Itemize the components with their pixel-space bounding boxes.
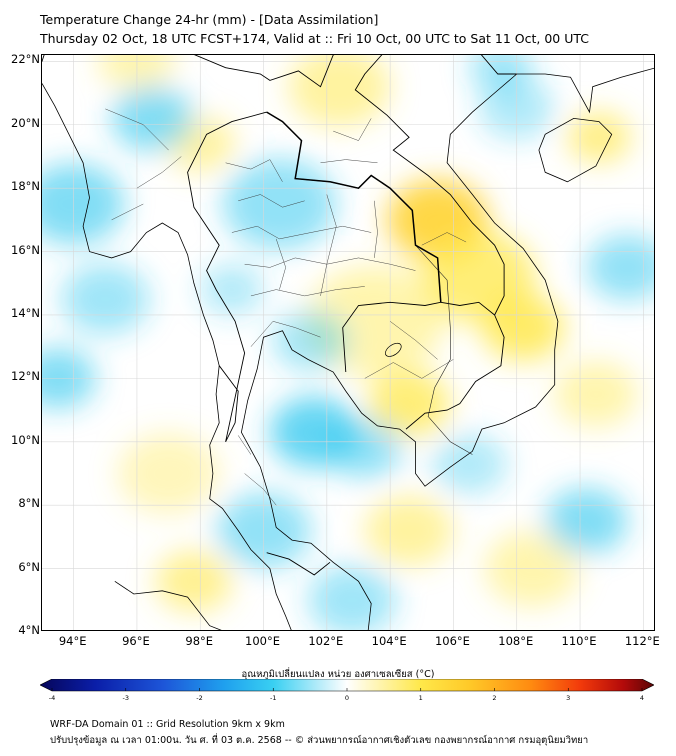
colorbar — [40, 679, 654, 692]
coastline-path — [538, 117, 613, 183]
latitude-label: 18°N — [11, 179, 40, 194]
map-title: Temperature Change 24-hr (mm) - [Data As… — [40, 12, 379, 27]
province-path — [105, 108, 169, 151]
province-path — [238, 435, 252, 455]
colorbar-tick-label: 4 — [639, 694, 645, 702]
map-panel — [41, 54, 655, 631]
colorbar-tick-label: 0 — [344, 694, 350, 702]
gridlines — [42, 55, 654, 630]
model-info: WRF-DA Domain 01 :: Grid Resolution 9km … — [50, 719, 285, 730]
province-path — [244, 473, 277, 506]
coastline-path — [42, 83, 292, 630]
warm-anomaly — [367, 370, 451, 437]
longitude-label: 96°E — [122, 634, 150, 648]
province-path — [374, 200, 378, 258]
province-path — [136, 156, 182, 189]
cool-anomaly — [273, 309, 349, 371]
cool-anomaly — [111, 85, 194, 152]
border-path — [266, 552, 331, 576]
latitude-label: 22°N — [11, 52, 40, 67]
tonle-sap-lake — [385, 342, 402, 357]
latitude-label: 10°N — [11, 432, 40, 447]
longitude-label: 100°E — [245, 634, 281, 648]
coastlines — [42, 67, 654, 630]
longitude-label: 106°E — [434, 634, 470, 648]
longitude-label: 112°E — [624, 634, 660, 648]
cool-anomaly — [586, 234, 654, 301]
update-credit: ปรับปรุงข้อมูล ณ เวลา 01:00น. วัน ศ. ที่… — [50, 735, 589, 746]
province-path — [238, 194, 305, 208]
colorbar-tick-label: 1 — [418, 694, 423, 702]
coastline-path — [516, 67, 654, 114]
border-path — [187, 111, 267, 443]
warm-anomaly — [155, 550, 232, 612]
latitude-label: 4°N — [18, 623, 40, 637]
mekong-river — [415, 244, 473, 455]
province-path — [275, 238, 286, 290]
thailand-border — [266, 111, 442, 303]
border-path — [354, 55, 505, 316]
border-path — [440, 301, 495, 316]
cool-anomaly — [60, 263, 150, 335]
province-path — [225, 159, 283, 182]
warm-anomaly — [481, 294, 565, 361]
province-path — [333, 118, 372, 141]
province-boundaries — [105, 108, 467, 506]
latitude-label: 8°N — [18, 496, 40, 511]
colorbar-label: อุณหภูมิเปลี่ยนแปลง หน่วย องศาเซลเซียส (… — [241, 669, 435, 680]
warm-anomaly — [554, 361, 638, 428]
colorbar-tick-label: -2 — [196, 694, 203, 702]
longitude-label: 104°E — [371, 634, 407, 648]
warm-anomaly — [567, 112, 631, 163]
colorbar-tick-label: -3 — [122, 694, 129, 702]
latitude-label: 6°N — [18, 559, 40, 574]
colorbar-tick-label: 3 — [566, 694, 571, 702]
longitude-label: 108°E — [498, 634, 534, 648]
cool-anomaly — [222, 158, 337, 250]
province-path — [389, 321, 438, 360]
latitude-label: 12°N — [11, 369, 40, 384]
cool-anomaly — [200, 264, 264, 315]
cool-anomaly — [431, 433, 508, 495]
colorbar-tick-label: -1 — [270, 694, 277, 702]
province-path — [320, 159, 378, 164]
latitude-label: 16°N — [11, 242, 40, 257]
temperature-change-map — [42, 55, 654, 630]
coastline-path — [240, 73, 559, 630]
latitude-label: 20°N — [11, 115, 40, 130]
coastline-path — [114, 580, 222, 630]
longitude-label: 110°E — [561, 634, 597, 648]
cool-anomaly — [42, 163, 125, 245]
colorbar-tick-label: 2 — [492, 694, 497, 702]
colorbar-tick-label: -4 — [48, 694, 56, 702]
map-subtitle: Thursday 02 Oct, 18 UTC FCST+174, Valid … — [40, 31, 589, 46]
cool-anomaly — [545, 488, 628, 554]
province-path — [111, 203, 144, 221]
latitude-label: 14°N — [11, 305, 40, 320]
warm-anomaly — [117, 432, 220, 514]
longitude-label: 98°E — [185, 634, 214, 648]
province-path — [231, 225, 372, 240]
warm-anomaly — [288, 55, 391, 128]
cool-anomaly — [326, 417, 403, 479]
province-path — [364, 359, 454, 379]
province-path — [421, 232, 467, 246]
province-path — [250, 321, 321, 347]
cool-anomaly — [307, 564, 397, 630]
longitude-label: 94°E — [58, 634, 87, 648]
longitude-label: 102°E — [308, 634, 344, 648]
province-path — [320, 194, 337, 296]
border-path — [194, 55, 517, 88]
province-path — [250, 286, 365, 297]
warm-anomaly — [364, 495, 454, 566]
